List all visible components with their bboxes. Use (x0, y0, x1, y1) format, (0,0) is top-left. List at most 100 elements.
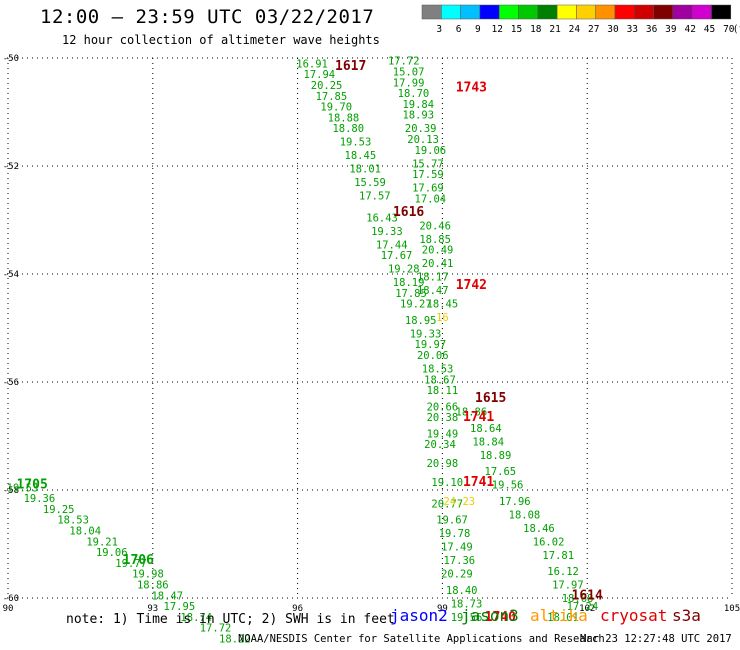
wave-height-label: 17.85 (395, 288, 427, 300)
wave-height-label: 19.06 (96, 547, 128, 559)
wave-height-label: 19.25 (43, 504, 75, 516)
wave-height-label: 18.67 (424, 374, 456, 386)
pass-time-label: 1742 (456, 278, 487, 293)
colorbar-swatch (595, 4, 616, 20)
wave-height-label: 20.98 (427, 458, 459, 470)
x-tick-label: 99 (437, 604, 448, 614)
wave-height-label: 19.10 (431, 477, 463, 489)
wave-height-label: 20.41 (422, 258, 454, 270)
wave-height-label: 18.22 (219, 634, 251, 646)
colorbar-tick: 45 (704, 24, 715, 35)
wave-height-label: 19.97 (415, 339, 447, 351)
wave-height-label: 20.46 (419, 220, 451, 232)
wave-height-label: 19.21 (86, 536, 118, 548)
pass-time-label: 1616 (393, 205, 424, 220)
wave-height-label: 20.13 (407, 134, 439, 146)
wave-height-label: 19.98 (132, 569, 164, 581)
wave-height-label: 17.49 (441, 542, 473, 554)
wave-height-label: 24.23 (443, 496, 475, 508)
wave-height-label: 19.70 (320, 102, 352, 114)
wave-height-label: 20.77 (431, 499, 463, 511)
colorbar-swatch (498, 4, 519, 20)
colorbar-tick: 33 (627, 24, 638, 35)
wave-height-label: 15.59 (354, 177, 386, 189)
colorbar-tick: 9 (475, 24, 481, 35)
colorbar-tick: 30 (607, 24, 619, 35)
pass-time-label: 1741 (463, 475, 494, 490)
satellite-legend-item: cryosat (600, 606, 668, 625)
wave-height-label: 18.86 (456, 407, 488, 419)
satellite-legend-item: jason3 (461, 606, 519, 625)
colorbar-swatch (614, 4, 635, 20)
wave-height-label: 20.29 (441, 569, 473, 581)
wave-height-label: 16 (436, 312, 449, 324)
chart-subtitle: 12 hour collection of altimeter wave hei… (62, 33, 380, 47)
wave-height-label: 19.33 (371, 226, 403, 238)
wave-height-label: 19.49 (427, 428, 459, 440)
y-tick-label: -52 (3, 162, 19, 172)
wave-height-label: 18.68 (562, 593, 594, 605)
wave-height-label: 16.02 (533, 536, 565, 548)
satellite-legend-item: jason2 (390, 606, 448, 625)
colorbar-tick: 27 (588, 24, 599, 35)
axis-ticks: 90 93 96 99 102 105 -50 -52 -54 -56 -58 -60 (3, 54, 740, 614)
wave-height-label: 18.80 (332, 123, 364, 135)
wave-height-label: 16.12 (547, 566, 579, 578)
wave-height-label: 20.49 (422, 245, 454, 257)
wave-height-label: 18.88 (328, 112, 360, 124)
colorbar-swatch (441, 4, 461, 20)
colorbar-tick: 15 (511, 24, 522, 35)
wave-height-label: 19.27 (400, 299, 432, 311)
wave-height-label: 19.56 (492, 480, 524, 492)
wave-height-label: 18.89 (480, 450, 512, 462)
colorbar-swatch (634, 4, 654, 20)
colorbar-swatch (518, 4, 539, 20)
wave-height-label: 17.67 (381, 250, 413, 262)
wave-height-label: 18.01 (547, 612, 579, 624)
wave-height-label: 18.53 (422, 364, 454, 376)
wave-height-label: 17.04 (415, 193, 447, 205)
wave-height-label: 19.77 (115, 558, 147, 570)
wave-height-label: 18.40 (446, 585, 478, 597)
colorbar-swatch (460, 4, 481, 20)
wave-height-label: 17.94 (304, 69, 336, 81)
wave-height-label: 17.81 (542, 550, 574, 562)
data-labels: 16.9117.9420.2517.8519.7018.8818.8019.53… (7, 56, 603, 646)
wave-height-label: 15.07 (393, 67, 425, 79)
wave-height-label: 18.04 (69, 526, 101, 538)
colorbar-tick: 39 (665, 24, 677, 35)
wave-height-label: 19.33 (410, 328, 442, 340)
wave-height-label: 18.45 (427, 299, 459, 311)
wave-height-label: 18.73 (451, 598, 483, 610)
wave-height-label: 16.91 (296, 58, 328, 70)
wave-height-label: 18.19 (393, 277, 425, 289)
wave-height-label: 19.53 (7, 482, 39, 494)
pass-time-label: 1741 (463, 410, 494, 425)
wave-height-label: 18.84 (472, 436, 504, 448)
chart-title: 12:00 — 23:59 UTC 03/22/2017 (40, 6, 375, 28)
wave-height-label: 17.72 (200, 623, 232, 635)
pass-time-label: 1705 (16, 478, 47, 493)
satellite-legend-item: altika (530, 606, 588, 625)
colorbar-tick: 18 (530, 24, 542, 35)
y-tick-label: -58 (3, 486, 19, 496)
wave-height-label: 20.39 (405, 123, 437, 135)
colorbar-tick: 21 (549, 24, 561, 35)
footer-note: note: 1) Time is in UTC; 2) SWH is in fe… (66, 612, 395, 627)
wave-height-label: 18.93 (402, 110, 434, 122)
colorbar-swatch (479, 4, 500, 20)
wave-height-label: 20.66 (427, 401, 459, 413)
wave-height-label: 17.99 (393, 77, 425, 89)
y-tick-label: -56 (3, 378, 19, 388)
x-tick-label: 90 (3, 604, 14, 614)
wave-height-label: 17.96 (499, 496, 531, 508)
wave-height-label: 17.95 (164, 601, 196, 613)
colorbar-tick: 42 (684, 24, 695, 35)
wave-height-label: 19.84 (402, 99, 434, 111)
colorbar-swatch (672, 4, 693, 20)
y-tick-label: -60 (3, 594, 19, 604)
wave-height-label: 15.77 (412, 158, 444, 170)
wave-height-label: 19.28 (388, 264, 420, 276)
satellite-legend-item: s3a (672, 606, 701, 625)
